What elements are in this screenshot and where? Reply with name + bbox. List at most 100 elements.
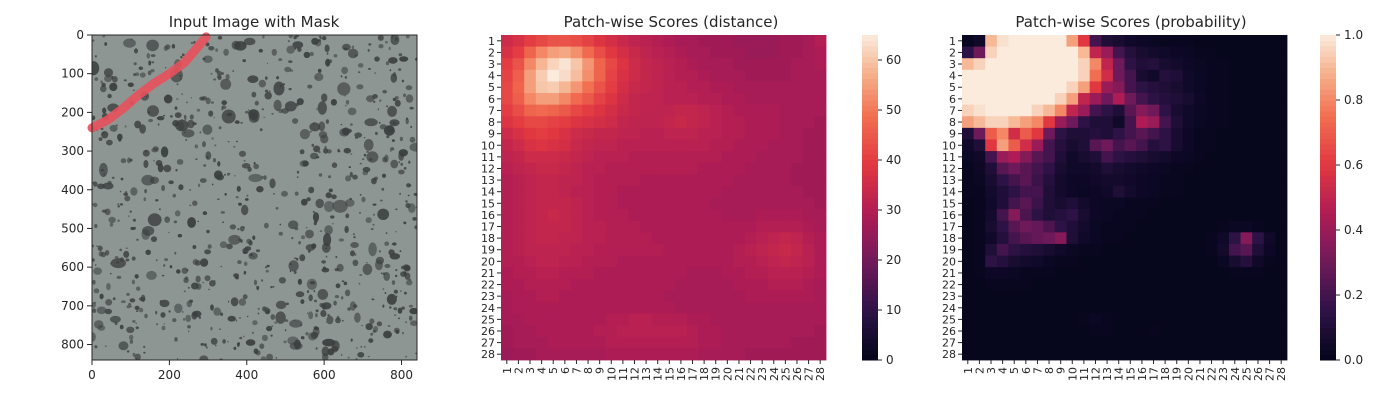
heatmap-cell — [709, 93, 722, 106]
heatmap-cell — [1240, 174, 1253, 187]
heatmap-cell — [1066, 46, 1079, 59]
heatmap-cell — [605, 81, 618, 94]
heatmap-cell — [698, 243, 711, 256]
heatmap-cell — [973, 313, 986, 326]
heatmap-cell — [651, 232, 664, 245]
heatmap-cell — [663, 348, 676, 361]
heatmap-cell — [802, 151, 815, 164]
speckle — [157, 123, 160, 126]
heatmap-cell — [1089, 267, 1102, 280]
speckle — [332, 223, 334, 225]
colorbar-segment — [1320, 295, 1336, 301]
heatmap-cell — [535, 301, 548, 314]
speckle — [347, 356, 350, 359]
heatmap-cell — [628, 151, 641, 164]
speckle — [164, 216, 171, 223]
heatmap-cell — [1275, 81, 1288, 94]
heatmap-cell — [512, 313, 525, 326]
heatmap-cell — [1228, 93, 1241, 106]
heatmap-cell — [570, 348, 583, 361]
heatmap-cell — [686, 58, 699, 71]
speckle — [199, 131, 202, 134]
heatmap-cell — [1008, 336, 1021, 349]
heatmap-cell — [663, 220, 676, 233]
heatmap-cell — [640, 255, 653, 268]
heatmap-cell — [1008, 185, 1021, 198]
heatmap-cell — [1054, 255, 1067, 268]
heatmap-cell — [1205, 58, 1218, 71]
heatmap-cell — [582, 301, 595, 314]
heatmap-cell — [1240, 209, 1253, 222]
heatmap-cell — [1170, 325, 1183, 338]
heatmap-cell — [1240, 220, 1253, 233]
speckle — [96, 245, 99, 247]
speckle — [242, 294, 248, 300]
speckle — [262, 35, 265, 39]
heatmap-cell — [1240, 267, 1253, 280]
heatmap-cell — [651, 139, 664, 152]
distance-heatmap-axes: 1234567891011121314151617181920212223242… — [481, 35, 827, 381]
heatmap-cell — [1170, 290, 1183, 303]
heatmap-cell — [1263, 174, 1276, 187]
speckle — [219, 328, 222, 331]
heatmap-cell — [535, 336, 548, 349]
col-label: 18 — [1159, 367, 1172, 381]
colorbar-segment — [862, 116, 878, 123]
heatmap-cell — [593, 162, 606, 175]
heatmap-cell — [1054, 116, 1067, 129]
heatmap-cell — [628, 185, 641, 198]
speckle — [124, 195, 131, 202]
heatmap-cell — [675, 290, 688, 303]
heatmap-cell — [791, 116, 804, 129]
heatmap-cell — [1182, 116, 1195, 129]
speckle — [100, 80, 103, 84]
heatmap-cell — [547, 174, 560, 187]
heatmap-cell — [1147, 243, 1160, 256]
heatmap-cell — [709, 58, 722, 71]
heatmap-cell — [1031, 185, 1044, 198]
col-label: 23 — [756, 367, 769, 381]
speckle — [117, 219, 120, 222]
heatmap-cell — [1228, 46, 1241, 59]
heatmap-cell — [1008, 139, 1021, 152]
heatmap-cell — [1136, 255, 1149, 268]
heatmap-cell — [756, 93, 769, 106]
speckle — [224, 173, 226, 176]
heatmap-cell — [1263, 127, 1276, 140]
heatmap-cell — [985, 348, 998, 361]
heatmap-cell — [1170, 116, 1183, 129]
heatmap-cell — [744, 325, 757, 338]
heatmap-cell — [628, 336, 641, 349]
heatmap-cell — [593, 69, 606, 82]
heatmap-cell — [501, 209, 514, 222]
speckle — [205, 97, 211, 105]
speckle — [381, 187, 385, 191]
heatmap-cell — [985, 69, 998, 82]
speckle — [146, 270, 157, 280]
heatmap-cell — [501, 325, 514, 338]
heatmap-cell — [617, 243, 630, 256]
speckle — [175, 119, 189, 132]
speckle — [315, 313, 318, 318]
colorbar-segment — [1320, 197, 1336, 204]
heatmap-cell — [973, 209, 986, 222]
heatmap-cell — [1054, 232, 1067, 245]
heatmap-cell — [1136, 58, 1149, 71]
speckle — [246, 315, 249, 318]
heatmap-cell — [512, 151, 525, 164]
heatmap-cell — [1240, 93, 1253, 106]
speckle — [384, 241, 390, 246]
speckle — [243, 159, 246, 162]
distance-heatmap — [501, 35, 827, 361]
heatmap-cell — [1020, 104, 1033, 117]
heatmap-cell — [1159, 290, 1172, 303]
speckle — [119, 190, 122, 193]
speckle — [201, 96, 208, 101]
heatmap-cell — [1043, 255, 1056, 268]
heatmap-cell — [1031, 313, 1044, 326]
heatmap-cell — [733, 46, 746, 59]
speckle — [171, 44, 176, 49]
speckle — [136, 310, 139, 312]
heatmap-cell — [512, 278, 525, 291]
heatmap-cell — [1101, 209, 1114, 222]
